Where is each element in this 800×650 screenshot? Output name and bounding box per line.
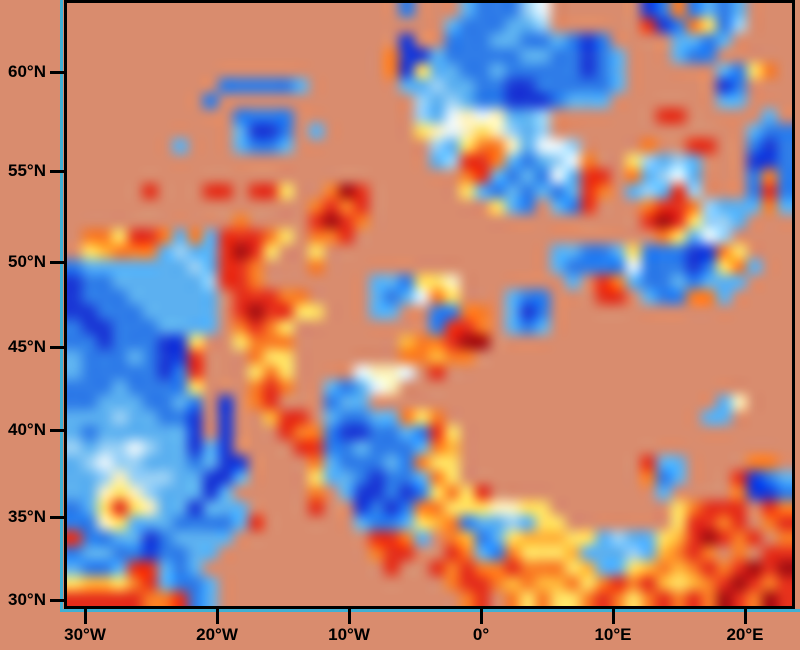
y-axis-label: 30°N	[8, 590, 46, 609]
y-axis-tick	[50, 71, 64, 74]
y-axis-tick	[50, 429, 64, 432]
x-axis-tick	[480, 609, 483, 624]
y-axis-label: 60°N	[8, 62, 46, 81]
x-axis-label: 30°W	[64, 625, 106, 644]
x-axis-label: 10°E	[594, 625, 632, 644]
map-outline-left	[60, 0, 63, 612]
y-axis-tick	[50, 599, 64, 602]
y-axis-tick	[50, 170, 64, 173]
heatmap-canvas	[67, 3, 792, 606]
x-axis-tick	[348, 609, 351, 624]
y-axis-label: 55°N	[8, 161, 46, 180]
x-axis-tick	[84, 609, 87, 624]
x-axis-label: 20°E	[726, 625, 764, 644]
y-axis-label: 45°N	[8, 337, 46, 356]
x-axis-label: 10°W	[328, 625, 370, 644]
y-axis-label: 50°N	[8, 252, 46, 271]
y-axis-tick	[50, 261, 64, 264]
x-axis-tick	[744, 609, 747, 624]
x-axis-tick	[612, 609, 615, 624]
y-axis-label: 35°N	[8, 507, 46, 526]
map-outline-bottom	[60, 609, 800, 612]
x-axis-tick	[216, 609, 219, 624]
x-axis-label: 20°W	[196, 625, 238, 644]
y-axis-tick	[50, 346, 64, 349]
y-axis-tick	[50, 516, 64, 519]
y-axis-label: 40°N	[8, 420, 46, 439]
x-axis-label: 0°	[472, 625, 490, 644]
